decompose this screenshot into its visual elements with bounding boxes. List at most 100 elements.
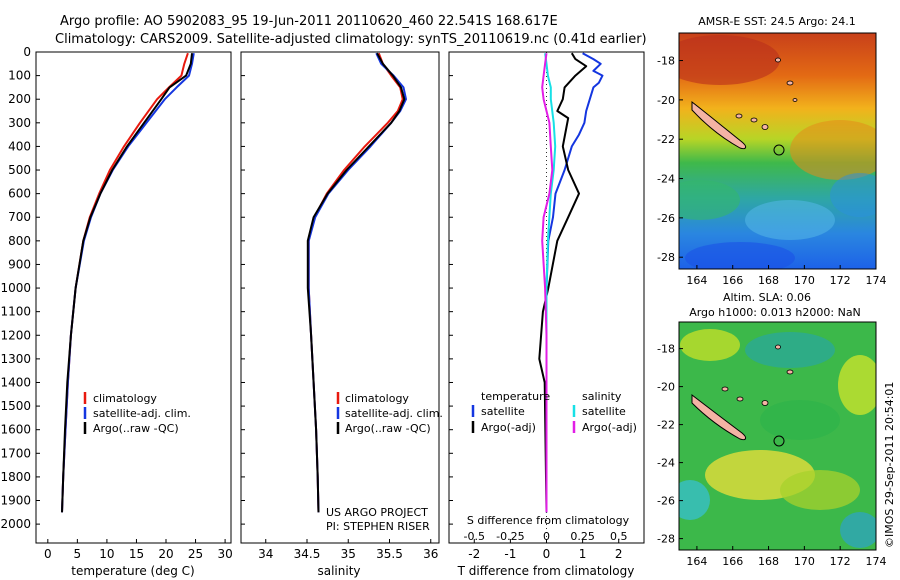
sst-map-title: AMSR-E SST: 24.5 Argo: 24.1 [698,15,856,28]
salinity-legend: climatology satellite-adj. clim. Argo(..… [336,392,443,435]
series-line-argo-raw-qc- [61,53,193,513]
x-tick-label: -1 [504,547,516,561]
salinity-diff-tick-label: 0.5 [610,530,628,543]
map-y-tick-label: -22 [657,419,675,432]
map-x-tick-label: 172 [830,555,851,568]
x-tick-label: 1 [579,547,587,561]
depth-tick-label: 500 [8,163,31,177]
series-line-argo-raw-qc- [306,52,406,513]
sla-map-axes: 164 166 168 170 172 174 -18 -20 -22 -24 -26 -28 [657,343,886,568]
depth-axis: 0 100 200 300 400 500 600 700 800 900 1000 1100 1200… [0,45,40,531]
sla-map-title-line-2: Argo h1000: 0.013 h2000: NaN [689,306,861,319]
depth-tick-label: 600 [8,187,31,201]
x-tick-label: 35.5 [376,547,403,561]
map-y-tick-label: -20 [657,94,675,107]
island [786,80,794,86]
depth-tick-label: 1100 [0,305,31,319]
salinity-series [306,52,407,513]
sla-map-land [691,344,794,447]
depth-tick-label: 1400 [0,375,31,389]
legend-label-temperature-argo: Argo(-adj) [481,421,536,434]
x-tick-label: 2 [615,547,623,561]
depth-tick-label: 200 [8,92,31,106]
x-tick-label: -2 [468,547,480,561]
x-tick-label: 5 [74,547,82,561]
depth-tick-label: 300 [8,116,31,130]
salinity-diff-tick-label: 0 [543,530,550,543]
map-y-tick-label: -24 [657,173,675,186]
temperature-legend: climatology satellite-adj. clim. Argo(..… [83,392,191,435]
series-line-climatology [307,52,404,513]
sla-map-title-line-1: Altim. SLA: 0.06 [723,291,811,304]
map-y-tick-label: -24 [657,457,675,470]
map-x-tick-label: 170 [794,274,815,287]
map-x-tick-label: 166 [722,555,743,568]
sst-map-image [679,33,876,269]
salinity-diff-tick-label: 0.25 [570,530,595,543]
depth-tick-label: 700 [8,210,31,224]
new-caledonia-island [691,100,747,150]
depth-tick-label: 900 [8,257,31,271]
depth-tick-label: 1300 [0,352,31,366]
temperature-xlabel: temperature (deg C) [71,564,194,578]
temperature-x-axis: 0 5 10 15 20 25 30 [44,539,233,561]
legend-label-argo: Argo(..raw -QC) [93,422,179,435]
depth-tick-label: 100 [8,69,31,83]
legend-label-argo: Argo(..raw -QC) [345,422,431,435]
island [792,98,798,102]
island [735,113,743,119]
new-caledonia-island [691,393,747,441]
legend-header-salinity: salinity [582,390,622,403]
x-tick-label: 15 [129,547,144,561]
map-x-tick-label: 174 [866,555,887,568]
difference-series [538,52,604,513]
depth-tick-label: 2000 [0,517,31,531]
map-x-tick-label: 168 [758,555,779,568]
map-x-tick-label: 168 [758,274,779,287]
difference-xlabel-top: S difference from climatology [467,514,630,527]
island [721,386,729,392]
series-line-salinity-argo-adj- [541,53,554,513]
island [761,400,769,406]
depth-tick-label: 1200 [0,328,31,342]
difference-x-axis: -2 -1 0 1 2 -0.5 -0.25 0 0.25 0.5 [449,51,628,561]
depth-tick-label: 1800 [0,470,31,484]
series-line-temperature-argo-adj- [538,52,588,513]
legend-label-salinity-satellite: satellite [582,405,626,418]
island [786,369,794,375]
x-tick-label: 0 [543,547,551,561]
island [736,396,744,402]
depth-tick-label: 1600 [0,423,31,437]
map-x-tick-label: 166 [722,274,743,287]
map-y-tick-label: -22 [657,133,675,146]
depth-tick-label: 1500 [0,399,31,413]
sst-map-frame [678,32,877,270]
depth-tick-label: 400 [8,139,31,153]
island [750,117,758,123]
x-tick-label: 10 [99,547,114,561]
difference-legend: temperature salinity satellite Argo(-adj… [471,390,637,434]
sst-map-axes: 164 166 168 170 172 174 -18 -20 -22 -24 -26 -28 [657,55,886,287]
map-x-tick-label: 174 [866,274,887,287]
legend-header-temperature: temperature [481,390,550,403]
salinity-x-axis: 34 34.5 35 35.5 36 [241,51,438,561]
argo-position-marker [773,144,785,156]
x-tick-label: 36 [423,547,438,561]
map-y-tick-label: -28 [657,251,675,264]
x-tick-label: 34 [258,547,273,561]
map-x-tick-label: 170 [794,555,815,568]
map-y-tick-label: -28 [657,533,675,546]
pi-annotation: PI: STEPHEN RISER [326,520,430,533]
island [775,57,781,63]
legend-label-climatology: climatology [345,392,409,405]
series-line-temperature-satellite [545,52,604,513]
map-y-tick-label: -18 [657,343,675,356]
temperature-series [61,52,195,513]
salinity-diff-tick-label: -0.5 [464,530,485,543]
series-line-satellite-adj-clim- [61,53,195,513]
argo-position-marker [773,435,785,447]
legend-label-satellite: satellite-adj. clim. [345,407,443,420]
imos-credit: ©IMOS 29-Sep-2011 20:54:01 [883,382,896,548]
salinity-diff-tick-label: -0.25 [496,530,524,543]
